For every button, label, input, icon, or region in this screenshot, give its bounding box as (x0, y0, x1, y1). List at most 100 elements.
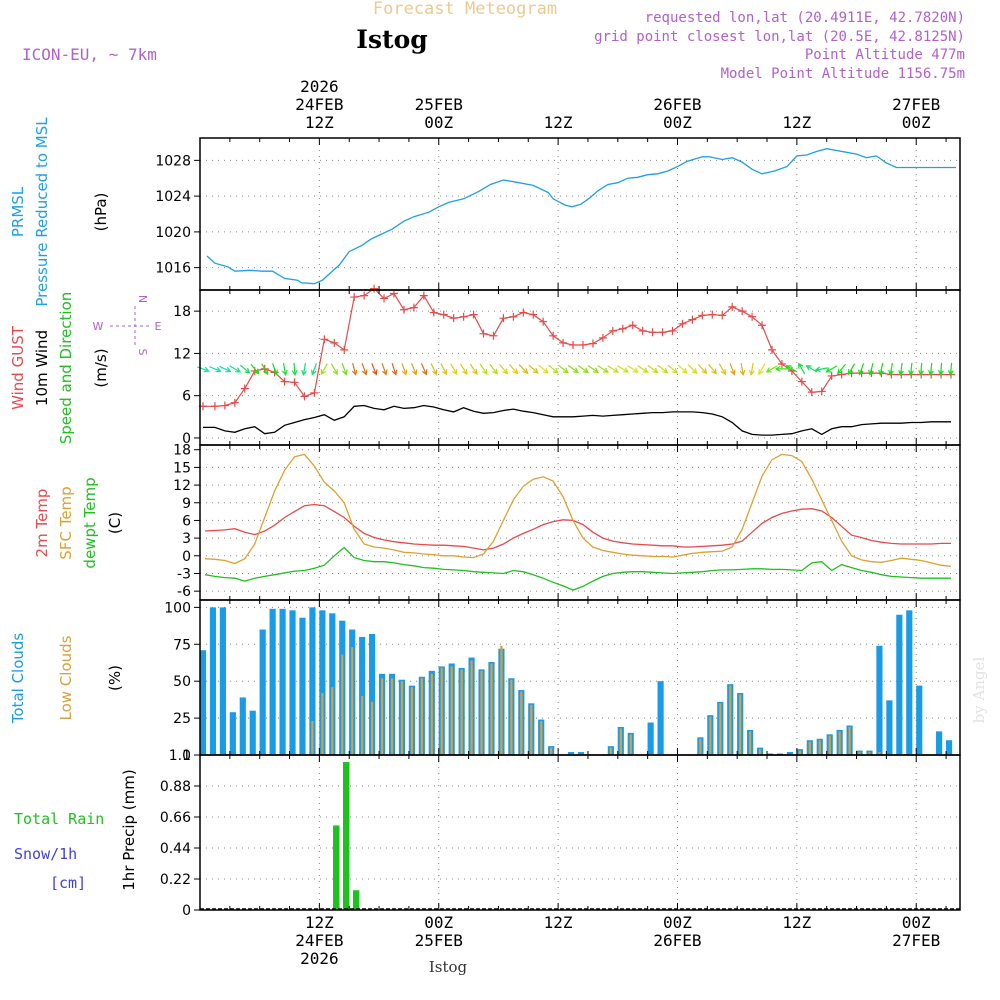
total-cloud-bar (269, 608, 276, 755)
wind-direction-arrow (391, 363, 398, 376)
panel-clouds: 0 25 50 75 100 (164, 599, 961, 764)
wind-direction-arrow (805, 365, 818, 373)
wind-direction-arrow (558, 364, 569, 374)
wind-direction-arrow (908, 362, 914, 377)
ytick-label-wind: 6 (182, 389, 191, 405)
low-cloud-bar (878, 752, 881, 755)
gust-marker (220, 401, 229, 410)
gust-marker (240, 384, 249, 393)
wind-direction-arrow (282, 362, 288, 377)
gust-marker (210, 402, 219, 411)
wind-direction-arrow (587, 365, 599, 374)
compass-south: S (136, 349, 149, 356)
gust-marker (429, 308, 438, 317)
ytick-label-temperature: 9 (182, 496, 191, 512)
rain-bar (342, 762, 350, 910)
ytick-label-clouds: 0 (182, 748, 191, 764)
wind-direction-arrow (928, 362, 934, 377)
low-cloud-bar (828, 735, 831, 755)
wind-direction-arrow (888, 362, 894, 377)
wind-direction-arrow (836, 363, 846, 375)
total-cloud-bar (896, 614, 903, 755)
low-cloud-bar (818, 740, 821, 755)
ytick-label-precipitation: 0.44 (160, 841, 191, 857)
panels: 1016102010241028061218-6-303691215180255… (155, 137, 961, 919)
gust-marker (469, 310, 478, 319)
wind-direction-arrow (697, 364, 708, 375)
label-total-clouds: Total Clouds (9, 633, 27, 725)
wind-direction-arrow (401, 363, 408, 376)
wind-direction-arrow (508, 364, 519, 375)
low-cloud-bar (530, 704, 533, 755)
gust-marker (807, 388, 816, 397)
wind-direction-arrow (785, 365, 798, 373)
low-cloud-bar (321, 693, 324, 755)
low-cloud-bar (629, 734, 632, 755)
total-cloud-bar (369, 633, 376, 755)
low-cloud-bar (430, 673, 433, 755)
gust-marker (728, 302, 737, 311)
wind-direction-arrow (291, 362, 298, 377)
total-cloud-bar (209, 607, 217, 755)
ytick-label-clouds: 100 (164, 600, 191, 616)
label-hpa: (hPa) (92, 193, 110, 232)
label-cm: [cm] (50, 874, 86, 892)
wind-direction-arrow (479, 363, 488, 375)
low-cloud-bar (709, 716, 712, 755)
wind-direction-arrow (918, 362, 924, 377)
total-cloud-bar (289, 610, 296, 755)
total-cloud-bar (259, 629, 266, 755)
gust-marker (549, 331, 558, 340)
gust-marker (539, 317, 548, 326)
low-cloud-bar (311, 721, 314, 755)
label-total-rain: Total Rain (14, 810, 104, 828)
total-cloud-bar (657, 681, 664, 755)
gust-marker (350, 293, 359, 302)
low-cloud-bar (848, 726, 851, 755)
time-label-bottom: 00Z (424, 913, 453, 932)
gust-line (203, 287, 951, 407)
label-snow: Snow/1h (14, 845, 77, 863)
time-label-top: 27FEB (892, 95, 940, 114)
wind-direction-arrow (272, 363, 278, 376)
wind-direction-arrow (677, 364, 688, 374)
ytick-label-temperature: 6 (182, 513, 191, 529)
wind-direction-arrow (371, 363, 378, 376)
wind-direction-arrow (330, 363, 338, 376)
wind-direction-arrow (637, 365, 649, 374)
total-cloud-bar (567, 752, 575, 755)
compass-rose: N E S W (93, 295, 162, 356)
low-cloud-bar (370, 701, 374, 755)
time-label-bottom: 12Z (782, 913, 811, 932)
time-label-bottom: 00Z (902, 913, 931, 932)
low-cloud-bar (838, 731, 841, 755)
ytick-label-precipitation: 0.22 (160, 872, 191, 888)
wind-direction-arrow (250, 363, 260, 375)
label-ms: (m/s) (92, 348, 110, 387)
low-cloud-bar (729, 685, 732, 755)
wind-direction-arrow (758, 363, 766, 376)
wind-direction-arrow (898, 362, 904, 377)
wind-direction-arrow (538, 364, 549, 374)
time-label-top: 00Z (902, 113, 931, 132)
time-label-top: 12Z (544, 113, 573, 132)
low-cloud-bar (868, 752, 871, 755)
wind-direction-arrow (197, 366, 210, 373)
label-pressure-msl: Pressure Reduced to MSL (33, 117, 51, 307)
low-cloud-bar (739, 694, 742, 755)
total-cloud-bar (906, 610, 913, 755)
gust-marker (748, 312, 757, 321)
wind-direction-arrow (341, 363, 348, 376)
ytick-label-wind: 18 (173, 304, 191, 320)
low-cloud-bar (390, 678, 394, 755)
wind-direction-arrow (469, 363, 478, 375)
wind-direction-arrow (239, 364, 251, 374)
gust-marker (290, 378, 299, 387)
wind-direction-arrow (351, 362, 358, 376)
ytick-label-temperature: -6 (177, 584, 191, 600)
low-cloud-bar (361, 695, 364, 755)
gust-marker (638, 326, 647, 335)
gust-marker (310, 388, 319, 397)
requested-coords: requested lon,lat (20.4911E, 42.7820N) (645, 10, 965, 26)
wind-direction-arrow (528, 364, 539, 374)
